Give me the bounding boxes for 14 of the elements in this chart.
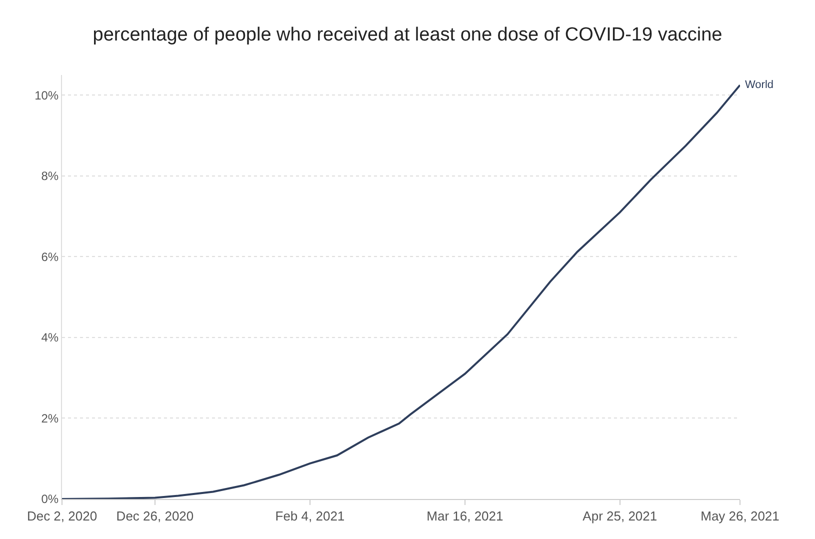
y-tick-label: 8%	[41, 169, 59, 184]
x-tick-label: May 26, 2021	[700, 508, 780, 524]
y-tick-label: 6%	[41, 250, 59, 264]
y-tick-label: 4%	[41, 330, 59, 345]
y-tick-label: 2%	[41, 411, 59, 426]
chart-title: percentage of people who received at least one dose of COVID-19 vaccine	[92, 24, 722, 46]
x-tick-label: Mar 16, 2021	[426, 508, 504, 524]
x-tick-label: Dec 26, 2020	[116, 508, 194, 524]
x-tick-label: Feb 4, 2021	[275, 508, 345, 524]
y-tick-label: 10%	[34, 88, 59, 102]
y-tick-label: 0%	[41, 492, 59, 506]
x-tick-label: Dec 2, 2020	[26, 508, 98, 524]
x-tick-label: Apr 25, 2021	[582, 508, 658, 524]
series-label: World	[745, 79, 774, 91]
